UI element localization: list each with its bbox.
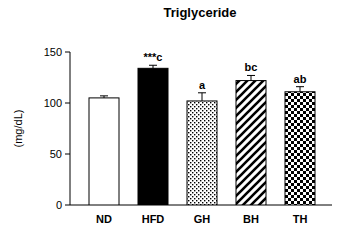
y-tick-label: 50 bbox=[50, 148, 62, 160]
error-bar bbox=[296, 87, 304, 92]
y-tick bbox=[65, 103, 70, 104]
bar bbox=[89, 98, 119, 205]
y-axis bbox=[70, 52, 71, 205]
y-tick bbox=[65, 52, 70, 53]
title: Triglyceride bbox=[164, 5, 237, 20]
bar bbox=[187, 101, 217, 205]
error-bar bbox=[100, 96, 108, 98]
bar bbox=[285, 92, 315, 205]
significance-label: a bbox=[199, 79, 206, 91]
bar bbox=[236, 81, 266, 205]
x-tick-label: BH bbox=[243, 213, 259, 225]
error-bar bbox=[247, 75, 255, 80]
y-tick-label: 150 bbox=[44, 46, 62, 58]
x-tick-label: TH bbox=[293, 213, 308, 225]
significance-label: ab bbox=[294, 73, 307, 85]
y-tick-label: 0 bbox=[56, 199, 62, 211]
bar bbox=[138, 68, 168, 205]
x-tick-label: GH bbox=[194, 213, 211, 225]
x-tick-label: HFD bbox=[142, 213, 165, 225]
bars bbox=[89, 65, 315, 205]
error-bar bbox=[149, 65, 157, 68]
error-bar bbox=[198, 93, 206, 101]
x-tick-label: ND bbox=[96, 213, 112, 225]
significance-label: bc bbox=[245, 61, 258, 73]
significance-label: ***c bbox=[144, 51, 163, 63]
y-tick-label: 100 bbox=[44, 97, 62, 109]
y-axis-label: (mg/dL) bbox=[12, 110, 24, 148]
y-tick bbox=[65, 154, 70, 155]
chart: Triglyceride (mg/dL) 0 50 100 150 ND ***c HFD a GH… bbox=[0, 0, 342, 243]
y-tick bbox=[65, 205, 70, 206]
